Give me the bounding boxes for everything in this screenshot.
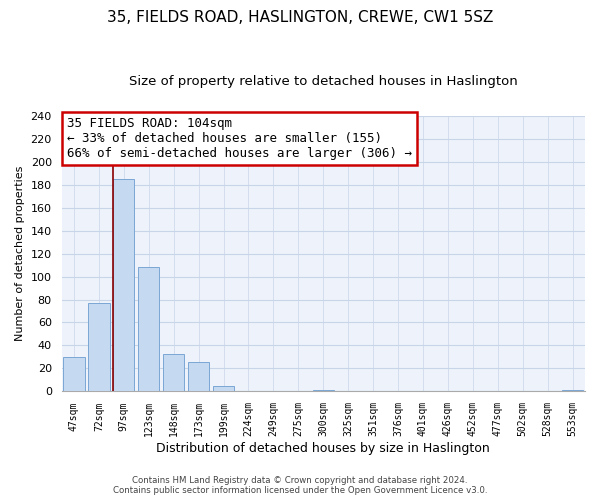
X-axis label: Distribution of detached houses by size in Haslington: Distribution of detached houses by size … [157, 442, 490, 455]
Text: Contains HM Land Registry data © Crown copyright and database right 2024.
Contai: Contains HM Land Registry data © Crown c… [113, 476, 487, 495]
Title: Size of property relative to detached houses in Haslington: Size of property relative to detached ho… [129, 75, 518, 88]
Bar [138, 268, 160, 392]
Text: 35, FIELDS ROAD, HASLINGTON, CREWE, CW1 5SZ: 35, FIELDS ROAD, HASLINGTON, CREWE, CW1 … [107, 10, 493, 25]
Bar [313, 390, 334, 392]
Bar [64, 357, 85, 392]
Bar [213, 386, 234, 392]
Bar [562, 390, 583, 392]
Y-axis label: Number of detached properties: Number of detached properties [15, 166, 25, 341]
Text: 35 FIELDS ROAD: 104sqm
← 33% of detached houses are smaller (155)
66% of semi-de: 35 FIELDS ROAD: 104sqm ← 33% of detached… [67, 117, 412, 160]
Bar [188, 362, 209, 392]
Bar [163, 354, 184, 392]
Bar [113, 179, 134, 392]
Bar [88, 303, 110, 392]
